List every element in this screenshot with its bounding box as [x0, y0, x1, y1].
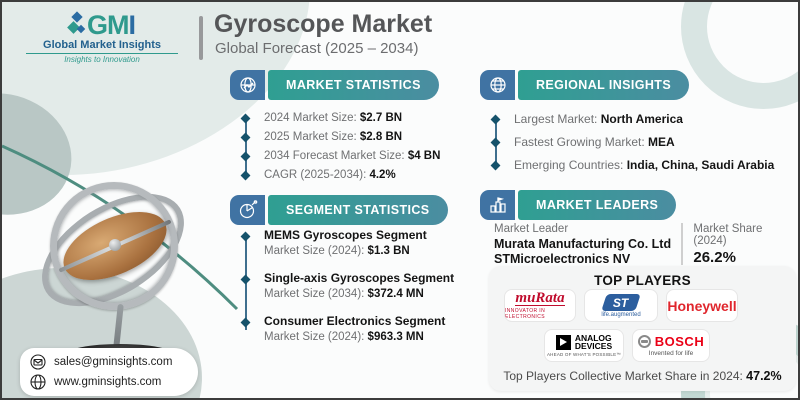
analog-devices-logo: ANALOG DEVICES AHEAD OF WHAT'S POSSIBLE™	[544, 329, 624, 362]
list-item: Consumer Electronics Segment Market Size…	[240, 314, 462, 346]
market-leaders-header: MARKET LEADERS	[480, 190, 677, 220]
diamond-bullet-icon	[490, 137, 501, 148]
list-item: Fastest Growing Market: MEA	[490, 131, 792, 154]
gmi-logo: GMI Global Market Insights Insights to I…	[18, 10, 186, 64]
diamond-bullet-icon	[240, 274, 251, 285]
vertical-divider	[681, 223, 684, 265]
diamond-bullet-icon	[240, 113, 251, 124]
regional-insights-list: Largest Market: North America Fastest Gr…	[490, 108, 792, 177]
company-name: Global Market Insights	[43, 39, 161, 51]
st-glyph-icon: ST	[601, 293, 641, 311]
top-players-heading: TOP PLAYERS	[594, 273, 691, 288]
diamond-bullet-icon	[490, 114, 501, 125]
segment-statistics-list: MEMS Gyroscopes Segment Market Size (202…	[240, 228, 462, 346]
segment-statistics-header: SEGMENT STATISTICS	[230, 195, 448, 225]
market-statistics-heading: MARKET STATISTICS	[268, 70, 439, 100]
market-statistics-list: 2024 Market Size: $2.7 BN 2025 Market Si…	[240, 109, 458, 185]
list-item: Largest Market: North America	[490, 108, 792, 131]
segment-statistics-heading: SEGMENT STATISTICS	[268, 195, 448, 225]
bullet-connector-line	[245, 119, 247, 177]
list-item: MEMS Gyroscopes Segment Market Size (202…	[240, 228, 462, 260]
decorative-ring-top-right	[681, 2, 798, 109]
diamond-bullet-icon	[490, 160, 501, 171]
list-item: 2034 Forecast Market Size: $4 BN	[240, 147, 458, 166]
gyroscope-hub	[109, 239, 121, 251]
st-logo: ST life.augmented	[584, 289, 658, 322]
email-icon	[30, 354, 46, 370]
bosch-logo: BOSCH Invented for life	[632, 329, 710, 362]
market-leader-name: Murata Manufacturing Co. Ltd	[494, 237, 672, 251]
market-leader-name: STMicroelectronics NV	[494, 252, 631, 266]
gyroscope-ring	[50, 182, 178, 310]
list-item: 2025 Market Size: $2.8 BN	[240, 128, 458, 147]
market-share-value: 26.2%	[693, 249, 736, 266]
diamond-bullet-icon	[240, 151, 251, 162]
gmi-diamond-icon	[67, 11, 86, 38]
globe-icon	[30, 374, 46, 390]
contact-website-link[interactable]: www.gminsights.com	[30, 374, 198, 390]
gyroscope-image	[22, 170, 210, 366]
page-subtitle: Global Forecast (2025 – 2034)	[215, 40, 419, 57]
segment-statistics-pie-chart-icon	[230, 195, 265, 225]
contact-panel: sales@gminsights.com www.gminsights.com	[20, 348, 198, 396]
regional-insights-heading: REGIONAL INSIGHTS	[518, 70, 690, 100]
diamond-bullet-icon	[240, 132, 251, 143]
regional-insights-header: REGIONAL INSIGHTS	[480, 70, 690, 100]
diamond-bullet-icon	[240, 231, 251, 242]
diamond-bullet-icon	[240, 170, 251, 181]
market-statistics-header: MARKET STATISTICS	[230, 70, 439, 100]
regional-insights-globe-icon	[480, 70, 515, 100]
market-leaders-heading: MARKET LEADERS	[518, 190, 677, 220]
logo-divider-line	[26, 53, 178, 54]
market-statistics-globe-chart-icon	[230, 70, 265, 100]
list-item: 2024 Market Size: $2.7 BN	[240, 109, 458, 128]
market-leader-label: Market Leader	[494, 223, 569, 235]
diamond-bullet-icon	[240, 317, 251, 328]
market-leaders-podium-icon	[480, 190, 515, 220]
page-title: Gyroscope Market	[214, 10, 433, 38]
list-item: CAGR (2025-2034): 4.2%	[240, 166, 458, 185]
market-share-label: Market Share (2024)	[693, 223, 763, 247]
title-divider-bar	[199, 16, 203, 60]
top-players-card: TOP PLAYERS muRata INNOVATOR IN ELECTRON…	[489, 266, 796, 391]
list-item: Emerging Countries: India, China, Saudi …	[490, 154, 792, 177]
contact-email-link[interactable]: sales@gminsights.com	[30, 354, 198, 370]
bosch-armature-icon	[637, 335, 651, 348]
honeywell-logo: Honeywell	[666, 289, 738, 322]
company-tagline: Insights to Innovation	[64, 55, 140, 64]
murata-logo: muRata INNOVATOR IN ELECTRONICS	[504, 289, 576, 322]
market-leaders-content: Market Leader Murata Manufacturing Co. L…	[494, 223, 794, 267]
gmi-logo-text: GMI	[86, 10, 136, 40]
analog-devices-triangle-icon	[555, 334, 571, 350]
list-item: Single-axis Gyroscopes Segment Market Si…	[240, 271, 462, 303]
top-players-footer: Top Players Collective Market Share in 2…	[503, 369, 782, 383]
